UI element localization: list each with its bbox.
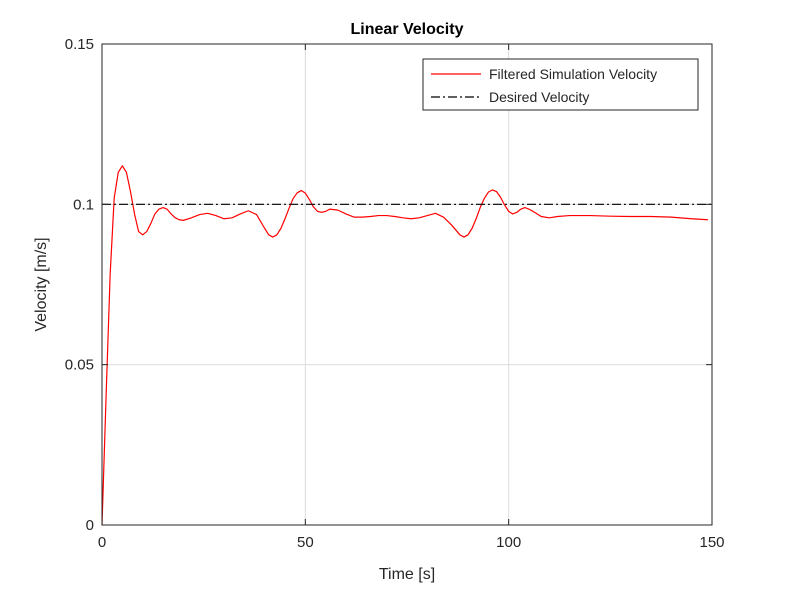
x-tick-label: 0 bbox=[98, 534, 106, 551]
plot-area bbox=[102, 44, 712, 525]
legend-label-filtered-simulation-velocity: Filtered Simulation Velocity bbox=[489, 66, 657, 82]
x-tick-label: 150 bbox=[699, 534, 724, 551]
series-layer bbox=[101, 165, 712, 526]
y-tick-label: 0.15 bbox=[65, 36, 94, 53]
series-line-filtered-simulation-velocity bbox=[101, 165, 708, 526]
x-tick-label: 100 bbox=[496, 534, 521, 551]
y-axis-label: Velocity [m/s] bbox=[33, 237, 50, 331]
axes-box bbox=[101, 43, 713, 526]
legend-label-desired-velocity: Desired Velocity bbox=[489, 89, 589, 105]
grid-lines bbox=[102, 44, 712, 525]
y-tick-label: 0.05 bbox=[65, 357, 94, 374]
x-axis-label: Time [s] bbox=[379, 566, 435, 583]
chart-title: Linear Velocity bbox=[351, 21, 464, 38]
x-tick-label: 50 bbox=[297, 534, 314, 551]
y-tick-label: 0.1 bbox=[73, 196, 94, 213]
ticks-layer: 0 50 100 150 0 0.05 0.1 0.15 bbox=[65, 36, 725, 551]
y-tick-label: 0 bbox=[86, 517, 94, 534]
legend: Filtered Simulation Velocity Desired Vel… bbox=[422, 58, 699, 111]
legend-box bbox=[422, 58, 699, 111]
